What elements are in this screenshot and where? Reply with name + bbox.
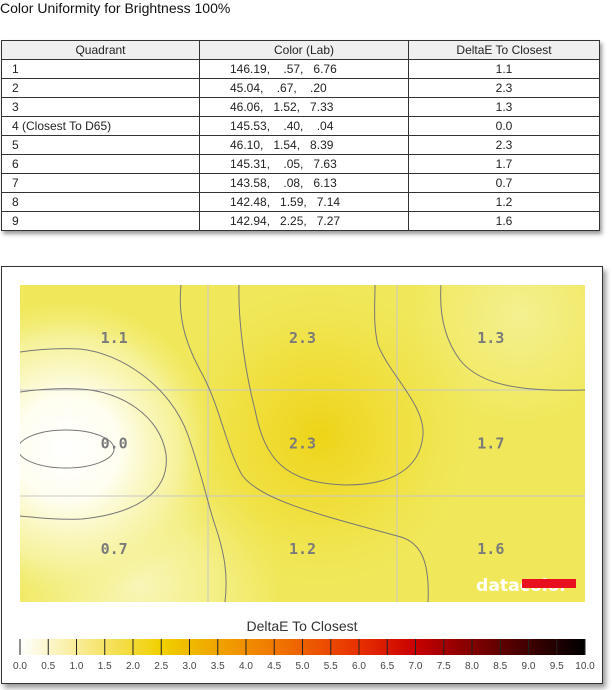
cell-color-lab: 143.58, .08, 6.13 [199, 173, 409, 193]
table-row: 9 142.94, 2.25, 7.27 1.6 [1, 211, 600, 231]
cell-deltae: 1.2 [408, 192, 600, 212]
colorbar-tick-label: 6.0 [352, 661, 366, 672]
colorbar-tick-label: 5.5 [324, 661, 338, 672]
cell-color-lab: 145.53, .40, .04 [199, 116, 409, 136]
cell-color-lab: 146.19, .57, 6.76 [199, 59, 409, 79]
table-row: 2 45.04, .67, .20 2.3 [1, 78, 600, 98]
cell-deltae: 2.3 [408, 135, 600, 155]
cell-deltae: 1.7 [408, 154, 600, 174]
colorbar-tick-label: 4.0 [239, 661, 253, 672]
cell-value-label: 0.0 [101, 435, 128, 453]
cell-color-lab: 46.10, 1.54, 8.39 [199, 135, 409, 155]
contour-lines [20, 285, 585, 602]
cell-value-label: 1.7 [477, 435, 504, 453]
colorbar-tick-label: 2.0 [126, 661, 140, 672]
cell-color-lab: 46.06, 1.52, 7.33 [199, 97, 409, 117]
color-uniformity-table: Quadrant Color (Lab) DeltaE To Closest 1… [1, 40, 600, 231]
table-row: 3 46.06, 1.52, 7.33 1.3 [1, 97, 600, 117]
cell-quadrant: 2 [1, 78, 200, 98]
table-row: 6 145.31, .05, 7.63 1.7 [1, 154, 600, 174]
datacolor-logo-bar [522, 579, 576, 588]
colorbar-tick-label: 4.5 [267, 661, 281, 672]
cell-color-lab: 45.04, .67, .20 [199, 78, 409, 98]
colorbar-tick-label: 0.5 [41, 661, 55, 672]
colorbar-tick-label: 5.0 [296, 661, 310, 672]
cell-deltae: 2.3 [408, 78, 600, 98]
colorbar-tick-label: 8.5 [493, 661, 507, 672]
cell-value-label: 2.3 [289, 329, 316, 347]
colorbar-tick-label: 2.5 [154, 661, 168, 672]
header-deltae: DeltaE To Closest [408, 40, 600, 60]
cell-quadrant: 8 [1, 192, 200, 212]
cell-deltae: 1.3 [408, 97, 600, 117]
colorbar-tick-label: 7.0 [409, 661, 423, 672]
cell-color-lab: 142.94, 2.25, 7.27 [199, 211, 409, 231]
cell-color-lab: 142.48, 1.59, 7.14 [199, 192, 409, 212]
cell-deltae: 0.0 [408, 116, 600, 136]
cell-value-label: 1.1 [101, 329, 128, 347]
colorbar-title: DeltaE To Closest [246, 618, 357, 634]
cell-deltae: 1.1 [408, 59, 600, 79]
table-row: 5 46.10, 1.54, 8.39 2.3 [1, 135, 600, 155]
cell-value-label: 0.7 [101, 540, 128, 558]
cell-quadrant: 7 [1, 173, 200, 193]
cell-quadrant: 9 [1, 211, 200, 231]
cell-quadrant: 1 [1, 59, 200, 79]
cell-quadrant: 3 [1, 97, 200, 117]
table-row: 4 (Closest To D65) 145.53, .40, .04 0.0 [1, 116, 600, 136]
colorbar-tick-label: 1.0 [70, 661, 84, 672]
cell-quadrant: 4 (Closest To D65) [1, 116, 200, 136]
cell-color-lab: 145.31, .05, 7.63 [199, 154, 409, 174]
colorbar-tick-label: 8.0 [465, 661, 479, 672]
cell-deltae: 0.7 [408, 173, 600, 193]
cell-value-label: 1.2 [289, 540, 316, 558]
colorbar-tick-label: 9.0 [522, 661, 536, 672]
table-row: 1 146.19, .57, 6.76 1.1 [1, 59, 600, 79]
cell-value-label: 2.3 [289, 435, 316, 453]
table-row: 7 143.58, .08, 6.13 0.7 [1, 173, 600, 193]
heatmap-chart: 1.12.31.30.02.31.70.71.21.6 datacolor De… [13, 285, 595, 672]
cell-value-label: 1.3 [477, 329, 504, 347]
colorbar-tick-label: 1.5 [98, 661, 112, 672]
cell-value-label: 1.6 [477, 540, 504, 558]
grid-lines [20, 285, 585, 602]
header-color-lab: Color (Lab) [199, 40, 409, 60]
colorbar-tick-label: 0.0 [13, 661, 27, 672]
heatmap-panel: 1.12.31.30.02.31.70.71.21.6 datacolor De… [1, 266, 603, 684]
page-title: Color Uniformity for Brightness 100% [0, 0, 231, 16]
header-quadrant: Quadrant [1, 40, 200, 60]
colorbar-tick-label: 6.5 [380, 661, 394, 672]
colorbar-tick-label: 9.5 [550, 661, 564, 672]
colorbar-tick-label: 3.5 [211, 661, 225, 672]
colorbar-tick-label: 3.0 [183, 661, 197, 672]
colorbar-tick-label: 7.5 [437, 661, 451, 672]
colorbar-tick-label: 10.0 [575, 661, 595, 672]
table-row: 8 142.48, 1.59, 7.14 1.2 [1, 192, 600, 212]
cell-quadrant: 5 [1, 135, 200, 155]
cell-quadrant: 6 [1, 154, 200, 174]
cell-deltae: 1.6 [408, 211, 600, 231]
